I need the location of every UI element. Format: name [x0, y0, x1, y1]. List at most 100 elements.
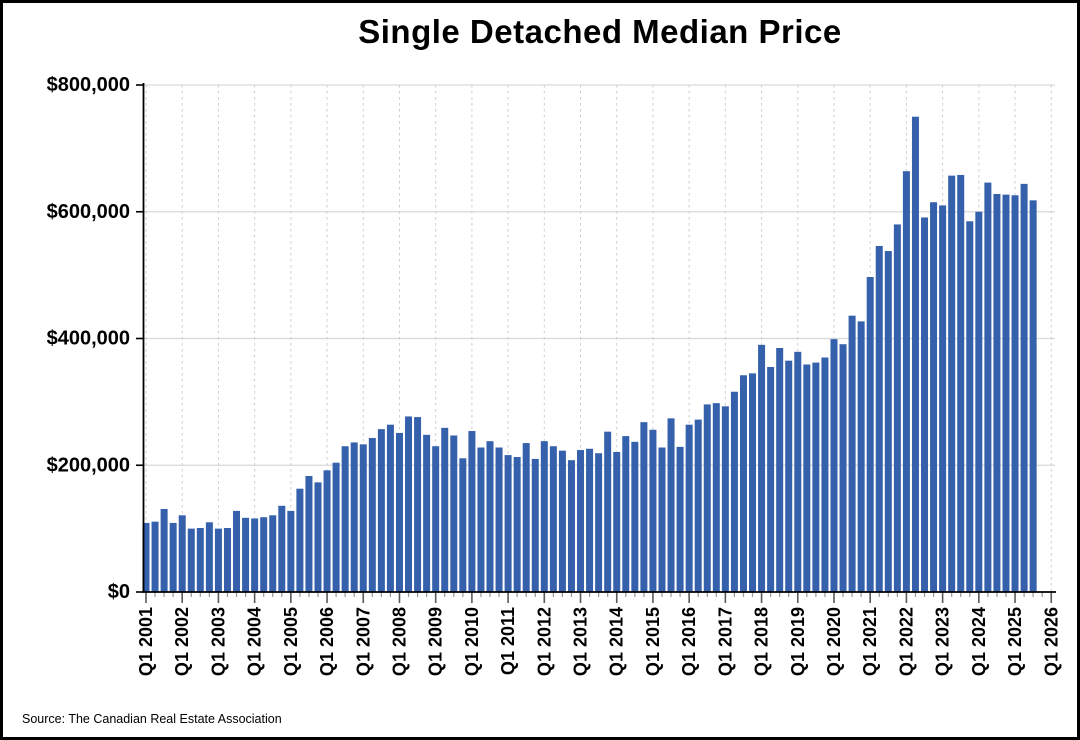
- bar-Q1-2019: [794, 351, 802, 592]
- bar-Q2-2020: [839, 344, 847, 592]
- bar-Q3-2011: [522, 443, 530, 592]
- bar-Q3-2020: [848, 315, 856, 592]
- bar-Q2-2022: [911, 116, 919, 592]
- bar-Q1-2020: [830, 339, 838, 592]
- bar-Q3-2017: [739, 375, 747, 592]
- x-axis-label-Q1-2002: Q1 2002: [172, 607, 192, 676]
- bar-Q1-2021: [866, 277, 874, 592]
- bar-Q4-2023: [966, 221, 974, 592]
- bar-Q3-2014: [631, 441, 639, 592]
- bar-Q4-2021: [893, 224, 901, 593]
- bar-Q4-2013: [604, 431, 612, 592]
- bar-Q2-2001: [151, 521, 159, 592]
- bar-Q3-2015: [667, 418, 675, 592]
- x-axis-label-Q1-2014: Q1 2014: [607, 607, 627, 676]
- y-axis-label-800000: $800,000: [47, 74, 130, 96]
- bar-Q2-2015: [658, 447, 666, 592]
- bar-Q4-2008: [423, 434, 431, 592]
- bar-Q4-2024: [1002, 194, 1010, 593]
- y-axis-label-200000: $200,000: [47, 454, 130, 476]
- x-axis-label-Q1-2026: Q1 2026: [1041, 607, 1061, 676]
- bar-Q4-2015: [676, 446, 684, 592]
- x-axis-label-Q1-2004: Q1 2004: [245, 607, 265, 676]
- bar-Q3-2021: [884, 251, 892, 593]
- x-axis-label-Q1-2013: Q1 2013: [571, 607, 591, 676]
- bar-Q4-2017: [749, 373, 757, 592]
- bar-Q2-2023: [948, 175, 956, 592]
- bar-Q3-2001: [160, 508, 168, 592]
- x-axis-label-Q1-2019: Q1 2019: [788, 607, 808, 676]
- y-axis-label-0: $0: [108, 581, 130, 603]
- bar-Q3-2018: [776, 348, 784, 592]
- bar-Q2-2002: [187, 528, 195, 592]
- bar-Q3-2005: [305, 476, 313, 592]
- x-axis-label-Q1-2008: Q1 2008: [389, 607, 409, 676]
- bar-Q2-2006: [332, 462, 340, 592]
- bar-Q1-2009: [432, 446, 440, 592]
- x-axis-label-Q1-2012: Q1 2012: [534, 607, 554, 676]
- bar-Q4-2007: [386, 424, 394, 592]
- bar-Q4-2016: [712, 403, 720, 592]
- bar-Q2-2004: [260, 517, 268, 592]
- bar-Q1-2004: [251, 518, 259, 592]
- bar-Q1-2018: [758, 344, 766, 592]
- bar-Q1-2014: [613, 451, 621, 592]
- x-axis-label-Q1-2011: Q1 2011: [498, 607, 518, 675]
- bar-Q3-2016: [703, 404, 711, 592]
- bar-Q4-2010: [495, 447, 503, 592]
- bar-Q4-2012: [567, 460, 575, 592]
- bar-Q4-2003: [242, 517, 250, 592]
- bar-Q4-2019: [821, 357, 829, 592]
- bar-Q1-2006: [323, 470, 331, 592]
- bar-Q1-2010: [468, 431, 476, 592]
- bar-Q2-2024: [984, 182, 992, 592]
- bar-Q3-2010: [486, 441, 494, 592]
- bar-Q1-2015: [649, 429, 657, 592]
- x-axis-label-Q1-2025: Q1 2025: [1005, 607, 1025, 676]
- bar-Q1-2017: [721, 406, 729, 592]
- chart-title: Single Detached Median Price: [358, 13, 842, 50]
- bar-Q3-2012: [558, 450, 566, 592]
- bar-Q2-2011: [513, 457, 521, 592]
- bar-Q4-2005: [314, 482, 322, 592]
- bar-Q4-2001: [169, 522, 177, 592]
- bar-Q3-2024: [993, 194, 1001, 592]
- bar-Q2-2016: [694, 419, 702, 592]
- bar-Q1-2012: [540, 441, 548, 592]
- x-axis-label-Q1-2017: Q1 2017: [715, 607, 735, 676]
- bar-Q3-2022: [921, 217, 929, 593]
- bar-Q1-2008: [395, 432, 403, 592]
- chart-svg: $0 $200,000 $400,000 $600,000 $800,000 Q1 200…: [47, 74, 1062, 676]
- bar-Q1-2003: [214, 528, 222, 592]
- bar-Q2-2012: [549, 446, 557, 592]
- bar-Q2-2007: [368, 437, 376, 592]
- x-axis-label-Q1-2024: Q1 2024: [969, 607, 989, 676]
- x-axis-label-Q1-2023: Q1 2023: [933, 607, 953, 676]
- bar-Q4-2002: [205, 522, 213, 592]
- bar-Q4-2009: [459, 458, 467, 592]
- bar-Q2-2014: [622, 436, 630, 592]
- x-axis-label-Q1-2005: Q1 2005: [281, 607, 301, 676]
- bar-Q1-2025: [1011, 195, 1019, 592]
- x-axis-label-Q1-2001: Q1 2001: [136, 607, 156, 676]
- bar-Q3-2019: [812, 362, 820, 592]
- bar-Q2-2021: [875, 245, 883, 592]
- bar-Q3-2004: [269, 515, 277, 592]
- bar-Q4-2004: [278, 505, 286, 592]
- bar-Q2-2025: [1020, 183, 1028, 593]
- bar-Q1-2007: [359, 444, 367, 592]
- bar-Q1-2023: [939, 205, 947, 592]
- x-axis-label-Q1-2007: Q1 2007: [353, 607, 373, 676]
- bar-Q1-2001: [142, 522, 150, 592]
- y-axis-label-400000: $400,000: [47, 328, 130, 350]
- bar-Q2-2005: [296, 488, 304, 592]
- bar-Q2-2013: [586, 448, 594, 592]
- x-axis-label-Q1-2006: Q1 2006: [317, 607, 337, 676]
- bar-Q1-2011: [504, 455, 512, 592]
- bar-Q1-2005: [287, 510, 295, 592]
- x-axis-label-Q1-2003: Q1 2003: [208, 607, 228, 676]
- bar-Q3-2003: [233, 510, 241, 592]
- bar-Q4-2011: [531, 458, 539, 592]
- bar-Q1-2016: [685, 424, 693, 592]
